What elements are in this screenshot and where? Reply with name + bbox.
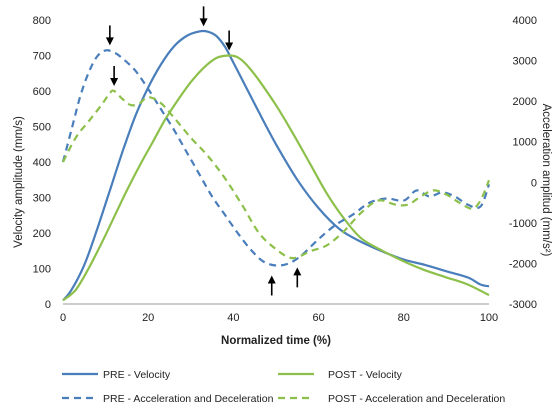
- x-tick-label: 100: [480, 312, 498, 324]
- arrow-down-icon: [105, 25, 114, 46]
- series-line-pre-acceleration-and-deceleration: [61, 49, 491, 267]
- y-left-tick-label: 300: [33, 193, 51, 205]
- series-line-pre-velocity: [62, 29, 490, 302]
- y-axis-right-title: Acceleration amplitud (mm/s²): [540, 104, 552, 257]
- y-right-tick-label: 2000: [513, 96, 537, 108]
- y-left-tick-label: 500: [33, 122, 51, 134]
- x-tick-label: 40: [227, 312, 239, 324]
- legend-label: PRE - Acceleration and Deceleration: [103, 393, 274, 405]
- arrow-up-icon: [267, 275, 276, 296]
- series-layer: [61, 29, 491, 302]
- legend-label: POST - Velocity: [328, 369, 403, 381]
- x-axis-title: Normalized time (%): [221, 335, 331, 347]
- y-right-tick-label: 1000: [513, 137, 537, 149]
- y-left-tick-label: 100: [33, 264, 51, 276]
- legend-item-pre-acceleration-and-deceleration: PRE - Acceleration and Deceleration: [62, 393, 274, 405]
- y-right-tick-label: 4000: [513, 15, 537, 27]
- arrow-down-icon: [225, 30, 234, 51]
- y-right-tick-label: 3000: [513, 56, 537, 68]
- y-left-tick-label: 0: [45, 299, 51, 311]
- y-right-tick-label: -1000: [509, 218, 537, 230]
- y-left-tick-label: 600: [33, 86, 51, 98]
- y-left-tick-label: 400: [33, 157, 51, 169]
- axes-layer: 0 20 40 60 80 1000100200300400500600700800-30…: [33, 15, 537, 324]
- y-right-tick-label: -2000: [509, 258, 537, 270]
- arrow-down-icon: [199, 6, 208, 27]
- legend-label: PRE - Velocity: [103, 369, 171, 381]
- y-left-tick-label: 700: [33, 51, 51, 63]
- x-tick-label: 60: [312, 312, 324, 324]
- arrow-up-icon: [293, 267, 302, 288]
- x-tick-label: 20: [142, 312, 154, 324]
- legend-label: POST - Acceleration and Deceleration: [328, 393, 505, 405]
- y-right-tick-label: -3000: [509, 299, 537, 311]
- legend-item-post-acceleration-and-deceleration: POST - Acceleration and Deceleration: [278, 393, 505, 405]
- y-left-tick-label: 200: [33, 228, 51, 240]
- x-tick-label: 80: [398, 312, 410, 324]
- legend-item-post-velocity: POST - Velocity: [278, 369, 403, 381]
- y-axis-left-title: Velocity amplitude (mm/s): [13, 116, 25, 248]
- arrow-down-icon: [110, 66, 119, 86]
- legend-item-pre-velocity: PRE - Velocity: [62, 369, 171, 381]
- y-right-tick-label: 0: [531, 177, 537, 189]
- annotation-layer: [105, 6, 302, 296]
- series-line-post-velocity: [62, 54, 490, 302]
- series-line-post-acceleration-and-deceleration: [62, 89, 491, 260]
- legend: PRE - Velocity POST - Velocity PRE - Accel…: [62, 369, 505, 405]
- y-left-tick-label: 800: [33, 15, 51, 27]
- x-tick-label: 0: [60, 312, 66, 324]
